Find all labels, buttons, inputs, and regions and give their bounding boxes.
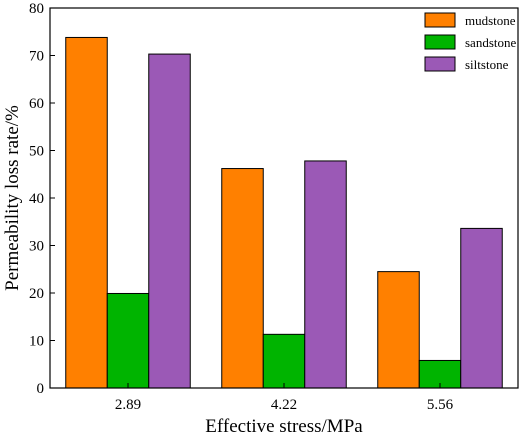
y-tick-label: 40 xyxy=(29,191,44,207)
y-tick-label: 10 xyxy=(29,334,44,350)
bar-mudstone-5.56 xyxy=(377,271,420,389)
x-tick-label: 2.89 xyxy=(115,397,141,413)
legend-swatch-mudstone xyxy=(424,12,456,28)
y-tick-label: 50 xyxy=(29,144,44,160)
bar-siltstone-5.56 xyxy=(460,227,503,389)
y-tick-label: 30 xyxy=(29,239,44,255)
bar-siltstone-4.22 xyxy=(304,160,347,389)
bar-sandstone-2.89 xyxy=(106,292,150,389)
legend-swatch-sandstone xyxy=(424,34,456,50)
y-tick-label: 60 xyxy=(29,96,44,112)
x-tick-label: 4.22 xyxy=(271,397,297,413)
bar-siltstone-2.89 xyxy=(148,53,191,389)
bar-mudstone-2.89 xyxy=(65,36,108,389)
x-tick-label: 5.56 xyxy=(427,397,454,413)
legend-label-siltstone: siltstone xyxy=(465,57,509,72)
y-tick-label: 0 xyxy=(37,381,45,397)
y-tick-label: 80 xyxy=(29,1,44,17)
bar-mudstone-4.22 xyxy=(221,168,264,389)
legend: mudstone sandstone siltstone xyxy=(424,12,517,72)
y-tick-label: 20 xyxy=(29,286,44,302)
legend-label-mudstone: mudstone xyxy=(465,13,516,28)
x-axis-title: Effective stress/MPa xyxy=(205,416,363,437)
plot-frame xyxy=(49,7,519,389)
y-axis-title: Permeability loss rate/% xyxy=(2,105,23,291)
legend-label-sandstone: sandstone xyxy=(465,35,517,50)
y-tick-label: 70 xyxy=(29,49,44,65)
x-axis-ticks: 2.89 4.22 5.56 xyxy=(115,383,454,413)
y-axis-ticks: 0 10 20 30 40 50 60 70 80 xyxy=(29,1,55,397)
legend-swatch-siltstone xyxy=(424,56,456,72)
bars-group xyxy=(65,36,503,389)
bar-sandstone-4.22 xyxy=(262,333,306,389)
